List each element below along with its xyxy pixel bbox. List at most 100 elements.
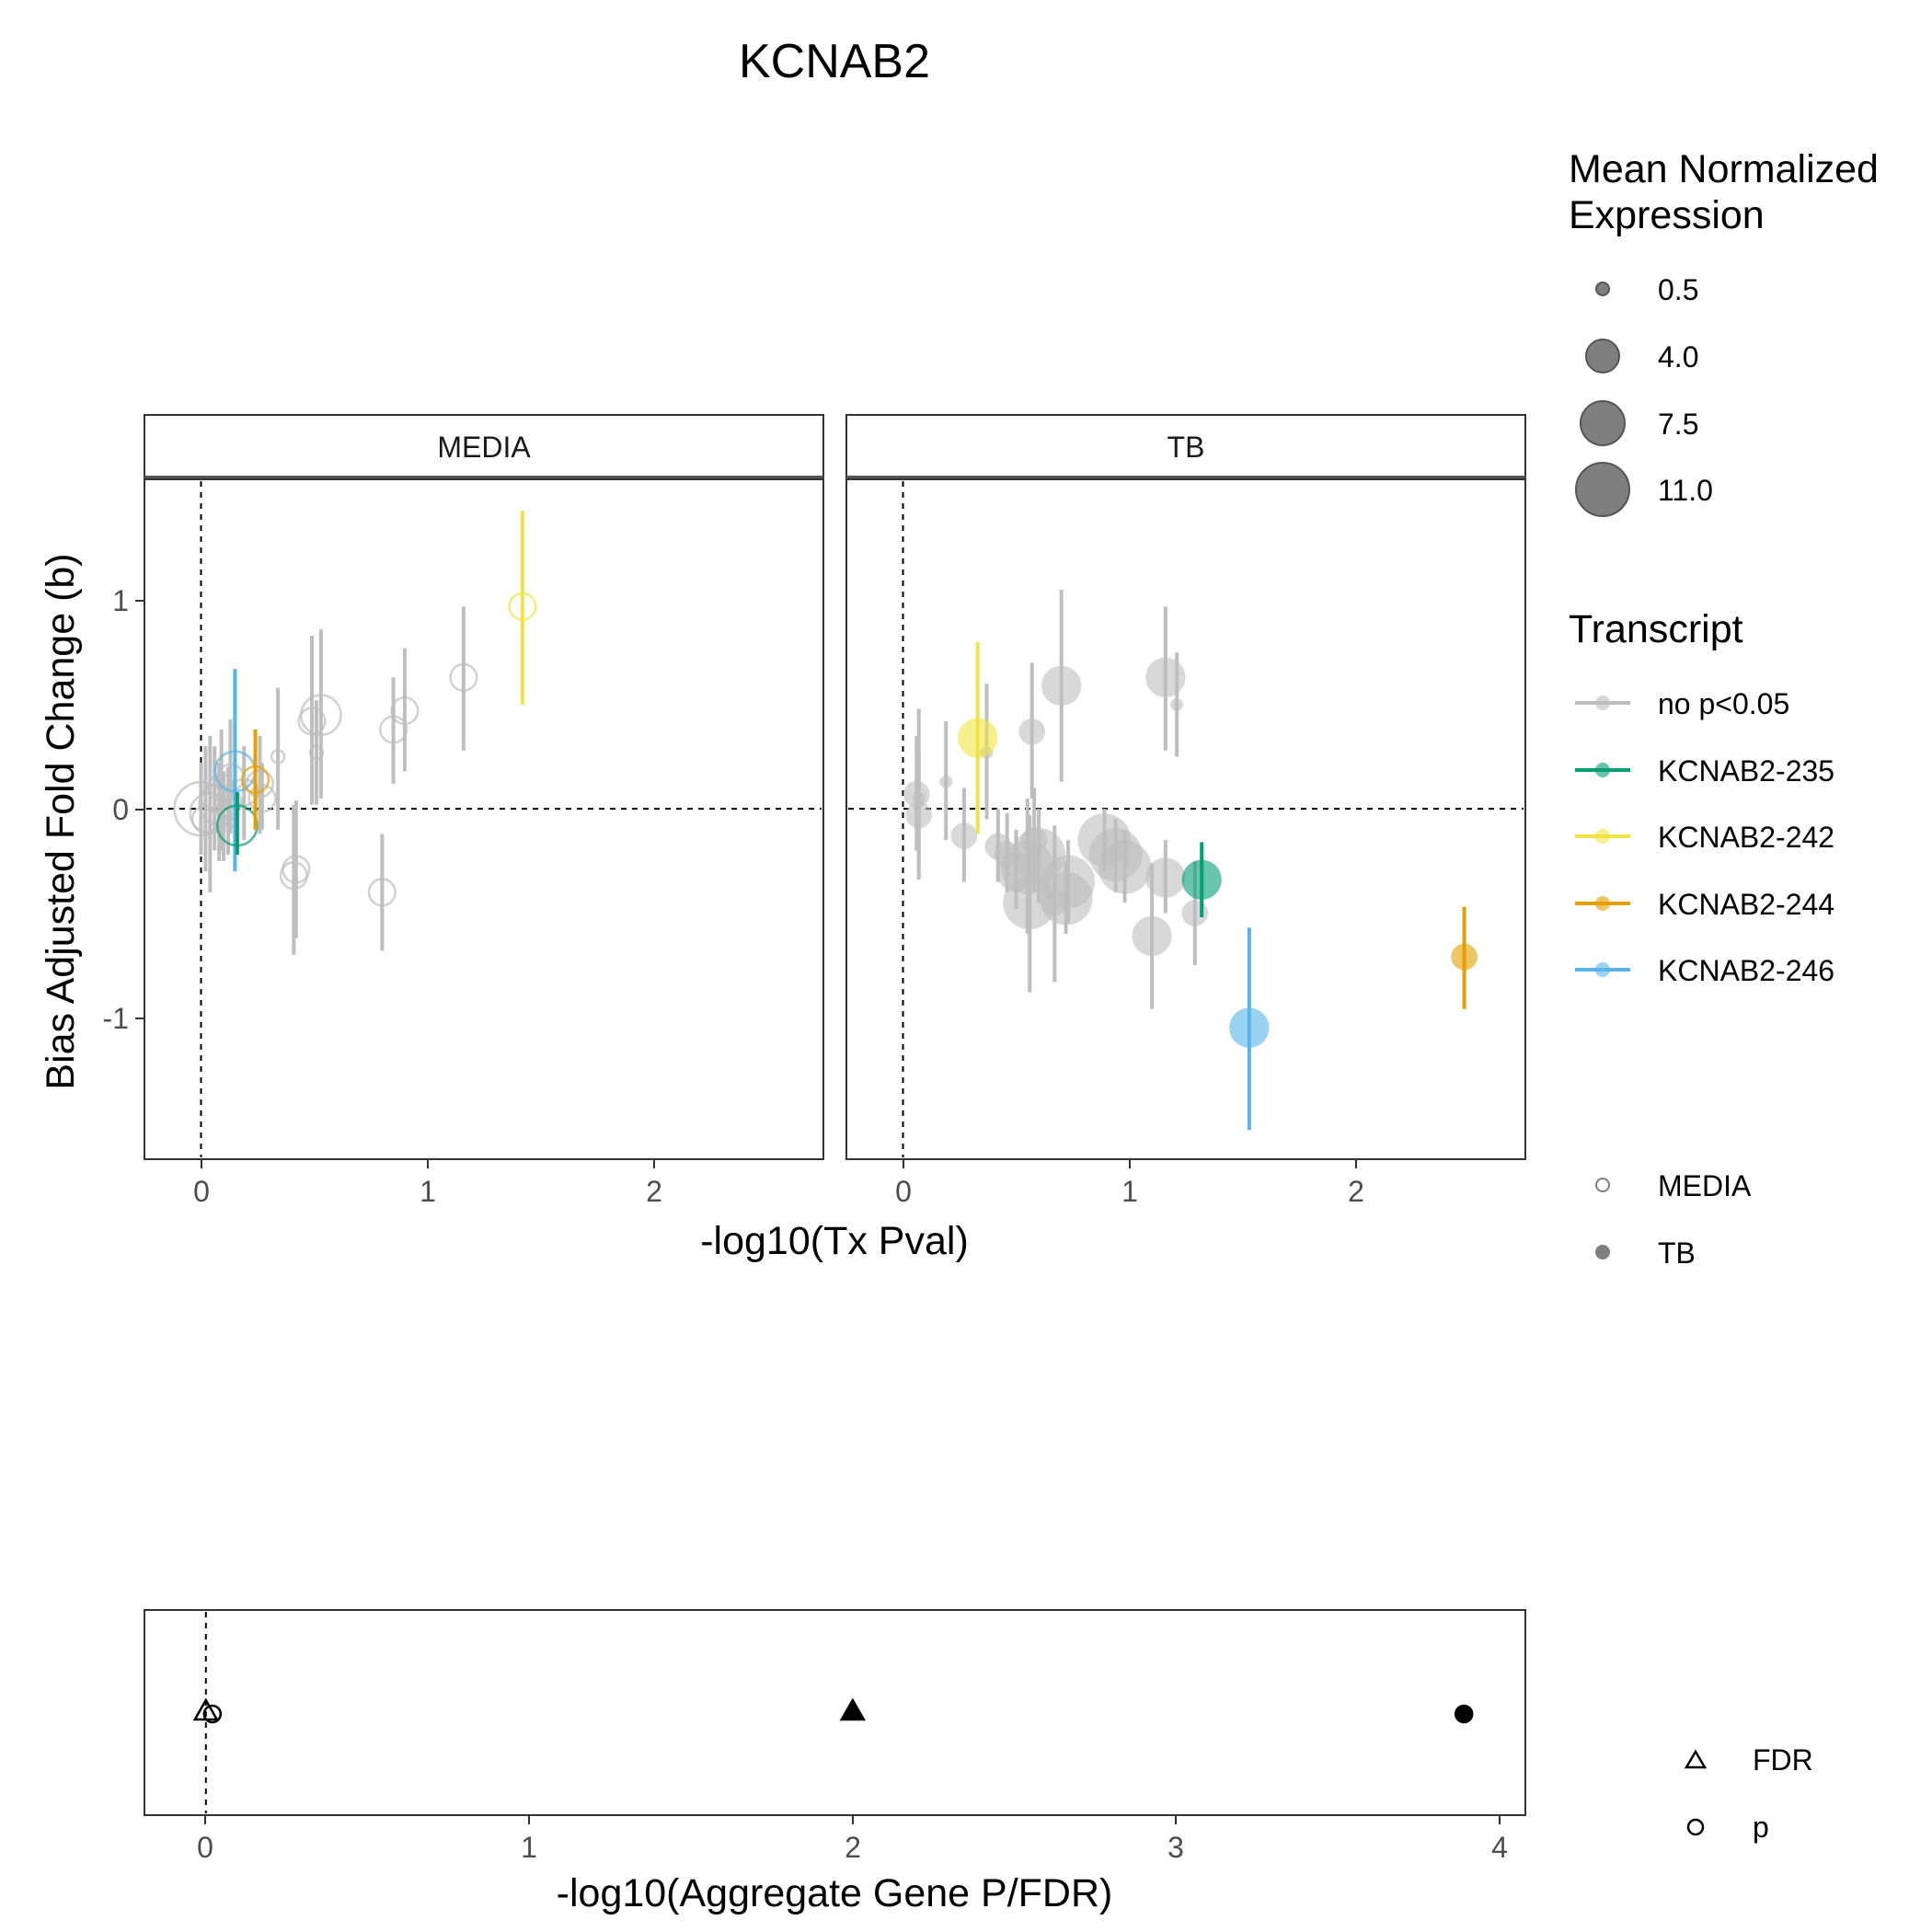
x-axis-media: 0 1 2 [193, 1159, 662, 1208]
legend-color-keys [1575, 696, 1630, 977]
legend-size-label: 7.5 [1658, 408, 1698, 441]
legend-shape-open-circle-icon [1595, 1178, 1610, 1192]
legend-size-label: 4.0 [1658, 340, 1698, 374]
y-tick-label: -1 [103, 1002, 129, 1035]
legend-color-label: KCNAB2-235 [1658, 754, 1834, 788]
data-point [1181, 859, 1222, 900]
data-point [245, 769, 275, 799]
strip-media [144, 414, 824, 478]
panel-tb: TB [845, 414, 1526, 1160]
panel-tb-frame [845, 478, 1526, 1160]
legend-measure-label: p [1753, 1811, 1769, 1844]
data-point [1181, 900, 1209, 926]
data-point [297, 707, 327, 736]
legend-color-label: no p<0.05 [1658, 687, 1789, 720]
x-tick-label: 4 [1491, 1831, 1508, 1864]
aggregate-panel-frame [144, 1609, 1526, 1816]
strip-tb [845, 414, 1526, 478]
aggregate-plot: 0 1 2 3 4 -log10(Aggregate Gene P/FDR) [144, 1609, 1526, 1915]
legend-measure: FDR p [1684, 1743, 1813, 1844]
data-point [1098, 840, 1152, 894]
x-tick-label: 2 [845, 1831, 861, 1864]
x-tick-label: 1 [1121, 1175, 1138, 1208]
strip-label-tb: TB [1167, 431, 1205, 464]
data-point [508, 592, 537, 621]
legend-shape-filled-circle-icon [1595, 1245, 1610, 1259]
x-axis-title: -log10(Tx Pval) [700, 1219, 969, 1263]
data-point [270, 749, 286, 765]
data-point [367, 878, 397, 907]
panel-media: MEDIA [144, 414, 824, 1160]
aggregate-x-axis-title: -log10(Aggregate Gene P/FDR) [557, 1871, 1113, 1915]
data-point [950, 822, 978, 849]
x-tick-label: 1 [521, 1831, 537, 1864]
data-point [1145, 857, 1186, 898]
legend-color-point [1595, 696, 1610, 710]
p-point [1454, 1704, 1474, 1724]
x-tick-label: 0 [193, 1175, 210, 1208]
x-tick-label: 0 [895, 1175, 912, 1208]
legend-size-key [1580, 400, 1626, 446]
legend-shape-label: MEDIA [1658, 1169, 1752, 1202]
data-point [247, 784, 277, 813]
data-point [1170, 697, 1184, 711]
p-point [202, 1704, 223, 1724]
legend-color-point [1595, 829, 1610, 844]
data-point [1229, 1007, 1270, 1048]
legend-color-point [1595, 763, 1610, 777]
media-marks [146, 481, 822, 1157]
aggregate-marks [192, 1612, 1474, 1813]
legend-color-point [1595, 962, 1610, 977]
legend-size-key [1575, 462, 1630, 517]
data-point [449, 662, 478, 692]
y-axis: 1 0 -1 Bias Adjusted Fold Change (b) [39, 553, 144, 1090]
legend-triangle-icon [1684, 1749, 1708, 1769]
x-tick-label: 2 [646, 1175, 662, 1208]
y-tick-label: 1 [112, 584, 129, 617]
y-axis-title: Bias Adjusted Fold Change (b) [39, 553, 83, 1089]
legend-size-label: 0.5 [1658, 273, 1698, 306]
legend-color-point [1595, 896, 1610, 911]
data-point [1145, 657, 1186, 698]
legend-color: Transcript no p<0.05 KCNAB2-235 KCNAB2-2… [1569, 607, 1834, 987]
data-point [958, 718, 998, 758]
legend-size-label: 11.0 [1658, 474, 1713, 507]
legend-measure-label: FDR [1753, 1743, 1813, 1777]
legend-size-key [1585, 339, 1620, 374]
legend-size: Mean Normalized Expression 0.5 4.0 7.5 1… [1569, 147, 1879, 517]
data-point [240, 765, 270, 795]
data-point [912, 791, 926, 805]
data-point [308, 744, 325, 761]
x-tick-label: 3 [1167, 1831, 1184, 1864]
data-point [1451, 943, 1478, 971]
legend-color-label: KCNAB2-244 [1658, 888, 1834, 921]
legend-size-title: Mean Normalized [1569, 147, 1879, 191]
x-tick-label: 2 [1348, 1175, 1364, 1208]
legend-circle-icon [1686, 1818, 1705, 1836]
data-point [299, 694, 342, 737]
panel-media-frame [144, 478, 824, 1160]
legend-shape: MEDIA TB [1595, 1169, 1752, 1270]
x-axis-tb: 0 1 2 [895, 1159, 1364, 1208]
y-tick-label: 0 [112, 793, 129, 826]
data-point [1132, 915, 1172, 957]
legend-size-key [1595, 282, 1610, 296]
legend-color-label: KCNAB2-246 [1658, 954, 1834, 987]
legend-color-label: KCNAB2-242 [1658, 821, 1834, 854]
data-point [1041, 855, 1096, 909]
tb-marks [848, 481, 1524, 1157]
x-tick-label: 0 [197, 1831, 213, 1864]
x-tick-label: 1 [420, 1175, 436, 1208]
data-point [1018, 718, 1046, 745]
legend-color-title: Transcript [1569, 607, 1743, 651]
data-point [282, 855, 311, 884]
strip-label-media: MEDIA [437, 431, 531, 464]
fdr-point [839, 1697, 866, 1721]
legend-shape-label: TB [1658, 1236, 1696, 1270]
legend-size-title: Expression [1569, 193, 1765, 237]
data-point [390, 696, 420, 726]
data-point [939, 775, 953, 788]
data-point [1041, 665, 1082, 707]
chart-title: KCNAB2 [739, 35, 930, 88]
